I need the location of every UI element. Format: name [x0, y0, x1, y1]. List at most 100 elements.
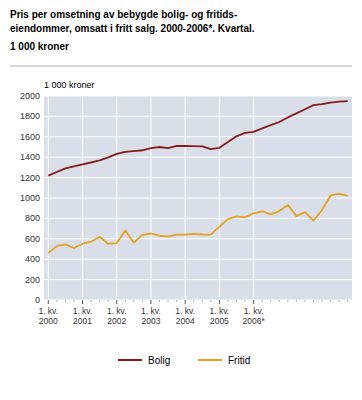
text-line: Pris per omsetning av bebygde bolig- og …	[10, 9, 237, 20]
x-tick-label: 1. kv.2000	[38, 306, 58, 326]
x-minor-tick	[270, 300, 271, 302]
y-tick-label: 1000	[20, 193, 40, 203]
text-line: 1. kv.	[73, 306, 93, 316]
legend: Bolig Fritid	[118, 355, 250, 366]
x-tick	[219, 300, 220, 304]
y-grid-line	[44, 157, 352, 158]
x-minor-tick	[279, 300, 280, 302]
series-line	[48, 101, 347, 175]
text-line: 2004	[176, 316, 195, 326]
x-minor-tick	[347, 300, 348, 302]
title: Pris per omsetning av bebygde bolig- og …	[10, 9, 255, 34]
x-minor-tick	[99, 300, 100, 302]
y-grid-line	[44, 238, 352, 239]
text-line: 2001	[73, 316, 92, 326]
x-minor-tick	[322, 300, 323, 302]
text-line: 1. kv.	[107, 306, 127, 316]
text-line: 2000	[39, 316, 58, 326]
text-line: 1. kv.	[244, 306, 264, 316]
text-line: 1. kv.	[175, 306, 195, 316]
legend-label: Bolig	[148, 355, 170, 366]
x-grid-line	[48, 96, 49, 300]
x-minor-tick	[108, 300, 109, 302]
y-tick-label: 1400	[20, 152, 40, 162]
grid	[44, 96, 352, 300]
x-minor-tick	[142, 300, 143, 302]
y-grid-line	[44, 198, 352, 199]
x-tick	[253, 300, 254, 304]
separator	[10, 66, 352, 67]
x-grid-line	[82, 96, 83, 300]
y-tick-label: 1200	[20, 173, 40, 183]
x-tick-label: 1. kv.2005	[210, 306, 230, 326]
x-grid-line	[185, 96, 186, 300]
lines	[48, 101, 347, 253]
x-minor-tick	[125, 300, 126, 302]
x-minor-tick	[65, 300, 66, 302]
x-tick	[82, 300, 83, 304]
x-minor-tick	[73, 300, 74, 302]
text-line: 1. kv.	[210, 306, 230, 316]
y-grid-line	[44, 279, 352, 280]
text-line: 2003	[141, 316, 160, 326]
x-minor-tick	[304, 300, 305, 302]
x-tick-label: 1. kv.2001	[73, 306, 93, 326]
x-minor-tick	[339, 300, 340, 302]
y-grid-line	[44, 96, 352, 97]
x-tick-label: 1. kv.2004	[175, 306, 195, 326]
x-tick	[185, 300, 186, 304]
y-grid-line	[44, 177, 352, 178]
y-tick-label: 400	[25, 254, 40, 264]
x-grid-line	[219, 96, 220, 300]
x-minor-tick	[159, 300, 160, 302]
y-tick-label: 200	[25, 275, 40, 285]
x-minor-tick	[56, 300, 57, 302]
y-grid-line	[44, 218, 352, 219]
x-minor-tick	[287, 300, 288, 302]
x-minor-tick	[210, 300, 211, 302]
x-minor-tick	[202, 300, 203, 302]
x-tick-label: 1. kv.2006*	[243, 306, 266, 326]
chart: Pris per omsetning av bebygde bolig- og …	[0, 0, 362, 400]
x-minor-tick	[330, 300, 331, 302]
y-grid-line	[44, 136, 352, 137]
y-tick-label: 1600	[20, 132, 40, 142]
x-minor-tick	[193, 300, 194, 302]
x-tick	[150, 300, 151, 304]
x-tick-label: 1. kv.2003	[141, 306, 161, 326]
x-minor-tick	[262, 300, 263, 302]
legend-label: Fritid	[228, 355, 250, 366]
y-tick-label: 1800	[20, 111, 40, 121]
x-minor-tick	[91, 300, 92, 302]
legend-swatch	[198, 359, 222, 361]
subtitle: 1 000 kroner	[10, 41, 69, 52]
x-minor-tick	[168, 300, 169, 302]
series-line	[48, 194, 347, 253]
x-minor-tick	[236, 300, 237, 302]
text-line: 2005	[210, 316, 229, 326]
text-line: eiendommer, omsatt i fritt salg. 2000-20…	[10, 23, 255, 34]
x-minor-tick	[245, 300, 246, 302]
x-tick	[48, 300, 49, 304]
y-grid-line	[44, 300, 352, 301]
y-tick-label: 600	[25, 234, 40, 244]
x-grid-line	[150, 96, 151, 300]
legend-swatch	[118, 359, 142, 361]
x-minor-tick	[227, 300, 228, 302]
y-tick-label: 2000	[20, 91, 40, 101]
text-line: 2002	[107, 316, 126, 326]
x-minor-tick	[176, 300, 177, 302]
x-grid-line	[253, 96, 254, 300]
x-minor-tick	[133, 300, 134, 302]
x-tick-label: 1. kv.2002	[107, 306, 127, 326]
x-tick	[116, 300, 117, 304]
text-line: 1. kv.	[38, 306, 58, 316]
y-grid-line	[44, 116, 352, 117]
x-minor-tick	[296, 300, 297, 302]
text-line: 2006*	[243, 316, 266, 326]
y-tick-label: 0	[35, 295, 40, 305]
y-tick-label: 800	[25, 213, 40, 223]
text-line: 1. kv.	[141, 306, 161, 316]
y-label: 1 000 kroner	[44, 80, 95, 90]
x-grid-line	[116, 96, 117, 300]
